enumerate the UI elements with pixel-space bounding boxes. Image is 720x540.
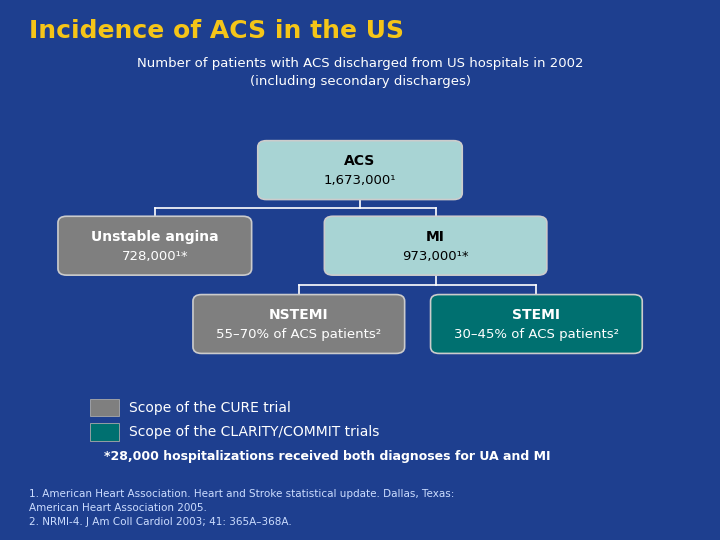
- FancyBboxPatch shape: [324, 216, 547, 275]
- Text: 1. American Heart Association. Heart and Stroke statistical update. Dallas, Texa: 1. American Heart Association. Heart and…: [29, 489, 454, 526]
- Text: *28,000 hospitalizations received both diagnoses for UA and MI: *28,000 hospitalizations received both d…: [104, 450, 551, 463]
- FancyBboxPatch shape: [90, 423, 119, 441]
- Text: 1,673,000¹: 1,673,000¹: [324, 174, 396, 187]
- Text: STEMI: STEMI: [513, 308, 560, 322]
- Text: 728,000¹*: 728,000¹*: [122, 250, 188, 263]
- Text: Scope of the CURE trial: Scope of the CURE trial: [129, 401, 291, 415]
- Text: Scope of the CLARITY/COMMIT trials: Scope of the CLARITY/COMMIT trials: [129, 425, 379, 439]
- FancyBboxPatch shape: [431, 295, 642, 353]
- Text: Unstable angina: Unstable angina: [91, 230, 219, 244]
- Text: MI: MI: [426, 230, 445, 244]
- Text: ACS: ACS: [344, 154, 376, 168]
- Text: 30–45% of ACS patients²: 30–45% of ACS patients²: [454, 328, 619, 341]
- FancyBboxPatch shape: [258, 140, 462, 199]
- Text: NSTEMI: NSTEMI: [269, 308, 328, 322]
- Text: Number of patients with ACS discharged from US hospitals in 2002
(including seco: Number of patients with ACS discharged f…: [137, 57, 583, 87]
- FancyBboxPatch shape: [58, 216, 252, 275]
- FancyBboxPatch shape: [193, 295, 405, 353]
- FancyBboxPatch shape: [90, 399, 119, 416]
- Text: Incidence of ACS in the US: Incidence of ACS in the US: [29, 19, 404, 43]
- Text: 973,000¹*: 973,000¹*: [402, 250, 469, 263]
- Text: 55–70% of ACS patients²: 55–70% of ACS patients²: [216, 328, 382, 341]
